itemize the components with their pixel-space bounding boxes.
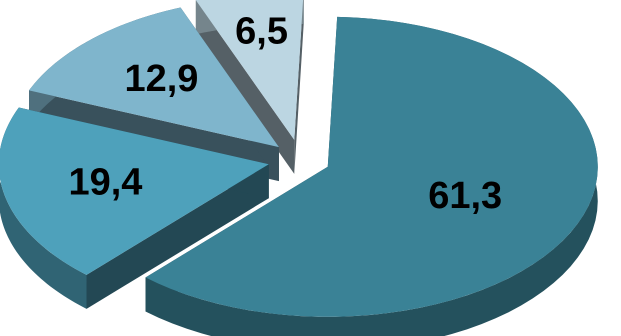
slice-a-top [145,16,598,317]
slice-d-group [195,0,304,174]
slice-a-label: 61,3 [428,175,502,217]
slice-b-wall-1 [86,164,269,309]
slice-a-group [145,16,598,336]
slice-d-label: 6,5 [235,10,288,52]
pie-slices [0,0,598,336]
slice-b-rim [0,107,87,309]
slice-b-group [0,107,269,309]
slice-b-label: 19,4 [68,162,142,204]
slice-d-wall-2 [294,0,304,174]
slice-c-top [29,7,279,148]
slice-d-wall-1 [195,0,295,174]
slice-a-rim [145,16,598,336]
slice-d-top [195,0,304,140]
pie-data-labels: 61,3 19,4 12,9 6,5 [68,10,502,217]
slice-c-label: 12,9 [124,58,198,100]
slice-b-top [0,107,269,275]
